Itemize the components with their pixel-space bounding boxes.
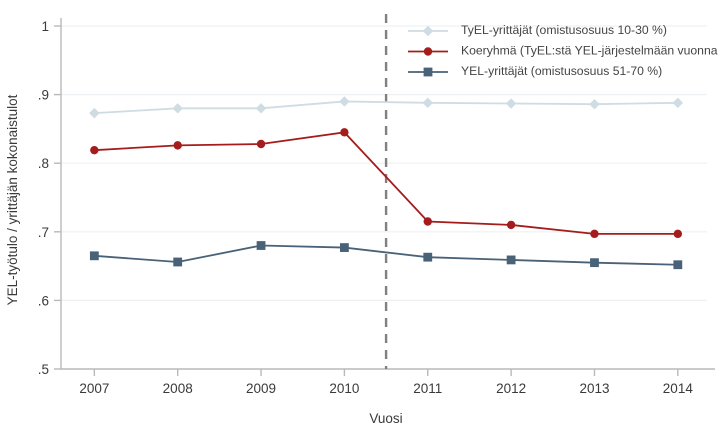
data-point-marker [422,97,433,109]
data-point-marker [590,229,599,239]
data-point-marker [589,99,600,110]
series-square [89,241,683,270]
legend-label: Koeryhmä (TyEL:stä YEL-järjestelmään vuo… [461,44,720,58]
legend-label: TyEL-yrittäjät (omistusosuus 10-30 %) [461,23,667,37]
y-tick-label: .6 [38,293,49,308]
x-axis-title: Vuosi [369,411,402,426]
data-point-marker [423,217,432,226]
y-axis-title: YEL-työtulo / yrittäjän kokonaistulot [5,94,20,305]
legend: TyEL-yrittäjät (omistusosuus 10-30 %) Koe… [408,23,720,78]
data-point-marker [672,97,684,109]
y-tick-labels: 1 .9 .8 .7 .6 .5 [38,19,49,377]
data-point-marker [673,260,683,270]
data-point-marker [506,220,516,230]
x-tick-label: 2011 [413,381,442,396]
data-point-marker [90,145,99,155]
series-diamond [89,96,684,119]
x-tick-label: 2013 [579,381,609,396]
x-tick-label: 2007 [79,381,109,396]
x-tick-label: 2009 [246,381,276,396]
legend-item[interactable]: YEL-yrittäjät (omistusosuus 51-70 %) [408,64,662,78]
data-point-marker [89,251,99,261]
data-point-marker [423,67,433,77]
data-point-marker [423,252,433,262]
legend-item[interactable]: Koeryhmä (TyEL:stä YEL-järjestelmään vuo… [408,44,720,58]
data-point-marker [340,128,349,137]
x-tick-label: 2012 [496,381,526,396]
data-point-marker [89,107,100,119]
x-tick-label: 2008 [163,381,193,396]
legend-item[interactable]: TyEL-yrittäjät (omistusosuus 10-30 %) [408,23,667,37]
data-point-marker [255,103,267,114]
series-circle [90,128,683,239]
data-point-marker [256,139,266,149]
legend-label: YEL-yrittäjät (omistusosuus 51-70 %) [461,64,662,78]
x-tick-labels: 2007 2008 2009 2010 2011 2012 2013 2014 [79,381,693,396]
data-point-marker [505,98,517,109]
y-tick-label: .8 [38,156,49,171]
series-layer [89,96,684,270]
x-tick-label: 2010 [329,381,359,396]
data-point-marker [422,25,434,37]
y-tick-label: .7 [38,225,49,240]
y-tick-label: 1 [41,19,49,34]
data-point-marker [673,229,683,239]
axes [54,18,715,376]
data-point-marker [173,141,182,150]
data-point-marker [340,243,349,252]
data-point-marker [423,47,433,56]
data-point-marker [590,258,599,268]
data-point-marker [506,255,516,265]
y-tick-label: .9 [38,88,49,103]
x-tick-label: 2014 [663,381,694,396]
series-line [94,244,678,266]
data-point-marker [172,103,183,114]
series-line [94,131,678,235]
data-point-marker [256,241,266,250]
data-point-marker [173,257,183,267]
y-tick-label: .5 [38,362,49,377]
data-point-marker [339,96,350,107]
series-line [94,100,678,115]
